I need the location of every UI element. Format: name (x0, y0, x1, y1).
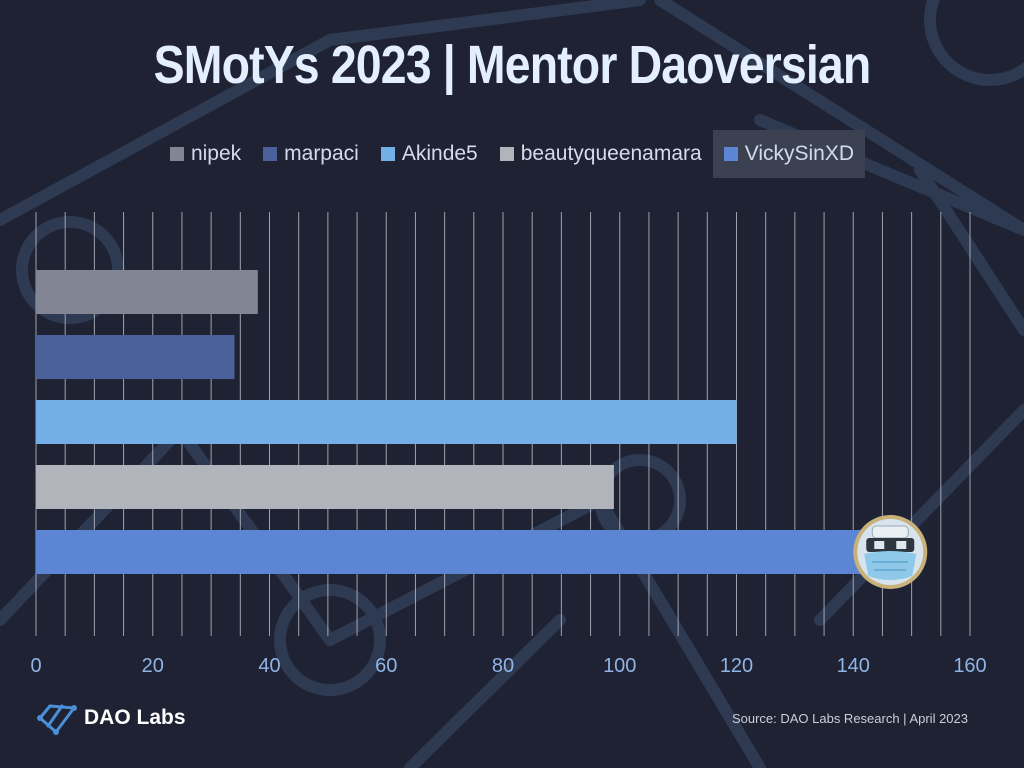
x-tick-label: 160 (953, 655, 986, 677)
legend-item-marpaci[interactable]: marpaci (252, 130, 370, 178)
dao-labs-logo: DAO Labs (36, 700, 186, 736)
x-tick-label: 0 (30, 655, 41, 677)
x-tick-label: 140 (837, 655, 870, 677)
legend-swatch (380, 147, 395, 161)
legend-item-akinde5[interactable]: Akinde5 (370, 130, 489, 178)
legend-swatch (723, 147, 738, 161)
bar-vickysinxd (36, 530, 889, 574)
chart-legend: nipek marpaci Akinde5 beautyqueenamara Vicky… (0, 130, 1024, 178)
bar-nipek (36, 270, 258, 314)
legend-label: Akinde5 (401, 142, 478, 165)
legend-item-beautyqueenamara[interactable]: beautyqueenamara (489, 130, 713, 178)
chart-title: SMotYs 2023 | Mentor Daoversian (153, 35, 872, 95)
x-tick-label: 100 (603, 655, 636, 677)
avatar-icon (853, 515, 928, 589)
dao-labs-brand: DAO Labs (84, 706, 186, 729)
legend-item-nipek[interactable]: nipek (159, 130, 252, 178)
source-note: Source: DAO Labs Research | April 2023 (731, 711, 968, 726)
x-tick-label: 80 (492, 655, 514, 677)
dao-labs-logo-icon (37, 704, 77, 735)
x-tick-label: 120 (720, 655, 753, 677)
bar-beautyqueenamara (36, 465, 614, 509)
legend-label: VickySinXD (744, 142, 855, 165)
legend-label: marpaci (284, 142, 359, 165)
bar-akinde5 (36, 400, 737, 444)
x-tick-label: 40 (258, 655, 280, 677)
bar-marpaci (36, 335, 235, 379)
legend-label: nipek (190, 142, 242, 165)
x-tick-label: 20 (142, 655, 164, 677)
legend-item-vickysinxd[interactable]: VickySinXD (712, 130, 866, 178)
legend-swatch (263, 147, 278, 161)
legend-label: beautyqueenamara (520, 142, 702, 165)
legend-swatch (169, 147, 184, 161)
x-tick-label: 60 (375, 655, 397, 677)
legend-swatch (499, 147, 514, 161)
